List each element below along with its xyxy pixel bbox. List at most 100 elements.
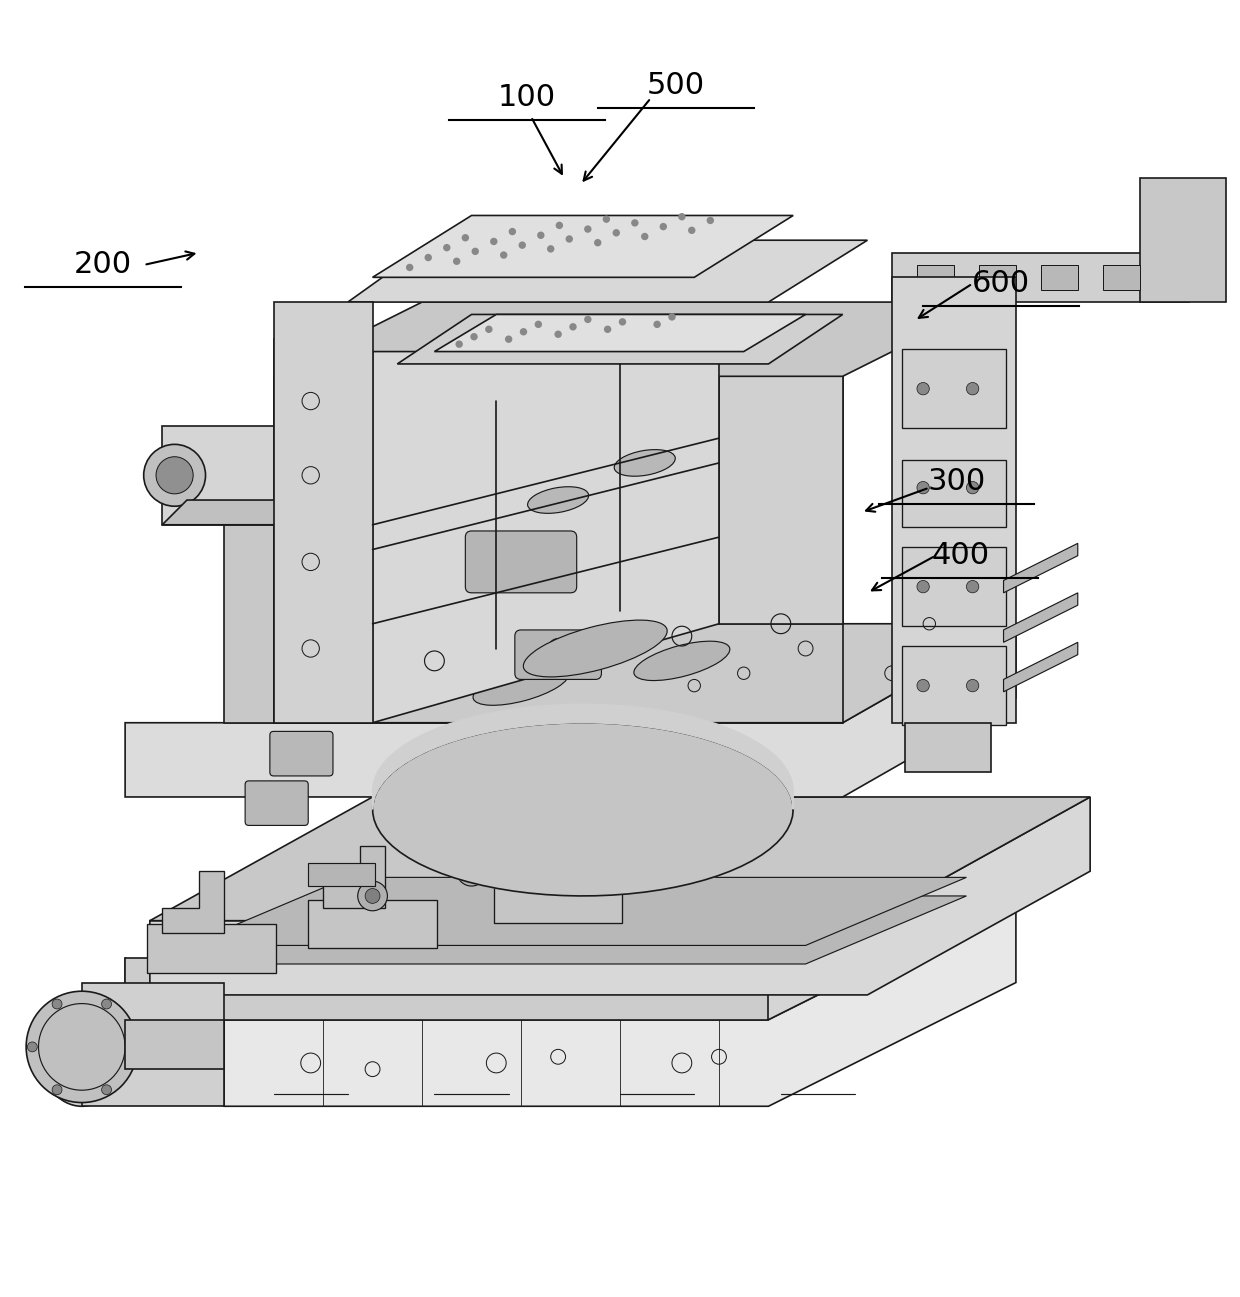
FancyBboxPatch shape — [246, 781, 309, 825]
Circle shape — [505, 336, 512, 342]
Polygon shape — [893, 278, 1016, 722]
Circle shape — [556, 222, 563, 230]
Polygon shape — [893, 253, 1189, 302]
FancyBboxPatch shape — [494, 875, 622, 923]
Polygon shape — [187, 896, 966, 964]
Circle shape — [490, 237, 497, 245]
Circle shape — [365, 888, 379, 904]
Polygon shape — [904, 722, 991, 772]
Circle shape — [554, 331, 562, 339]
Polygon shape — [82, 983, 224, 1106]
Circle shape — [547, 245, 554, 253]
Circle shape — [707, 217, 714, 224]
Circle shape — [584, 315, 591, 323]
Circle shape — [966, 680, 978, 691]
FancyBboxPatch shape — [309, 863, 374, 886]
Ellipse shape — [634, 641, 730, 681]
Circle shape — [584, 226, 591, 232]
Circle shape — [461, 233, 469, 241]
FancyBboxPatch shape — [901, 646, 1006, 725]
Polygon shape — [372, 501, 620, 624]
Polygon shape — [274, 302, 991, 376]
Circle shape — [668, 313, 676, 320]
Polygon shape — [324, 847, 384, 908]
Circle shape — [464, 864, 479, 878]
Polygon shape — [150, 796, 1090, 995]
Polygon shape — [125, 957, 769, 1019]
Circle shape — [537, 232, 544, 239]
Ellipse shape — [523, 620, 667, 677]
Circle shape — [916, 481, 929, 494]
Polygon shape — [978, 265, 1016, 289]
Ellipse shape — [472, 665, 569, 706]
FancyBboxPatch shape — [148, 925, 277, 973]
Circle shape — [613, 230, 620, 236]
Circle shape — [916, 680, 929, 691]
Circle shape — [471, 248, 479, 256]
Circle shape — [604, 326, 611, 333]
Circle shape — [424, 254, 432, 261]
Circle shape — [508, 228, 516, 235]
Polygon shape — [719, 351, 843, 624]
Circle shape — [456, 856, 486, 886]
Polygon shape — [274, 302, 372, 722]
Circle shape — [102, 1084, 112, 1095]
FancyBboxPatch shape — [593, 789, 660, 812]
FancyBboxPatch shape — [901, 547, 1006, 626]
Circle shape — [470, 333, 477, 340]
Text: 300: 300 — [928, 467, 986, 495]
Ellipse shape — [38, 995, 125, 1106]
Polygon shape — [372, 215, 794, 278]
Polygon shape — [471, 796, 744, 834]
FancyBboxPatch shape — [901, 349, 1006, 428]
Polygon shape — [162, 872, 224, 933]
Polygon shape — [162, 501, 299, 525]
Circle shape — [52, 1084, 62, 1095]
Circle shape — [688, 227, 696, 233]
Polygon shape — [373, 722, 794, 896]
FancyBboxPatch shape — [515, 630, 601, 680]
Polygon shape — [1003, 642, 1078, 691]
Polygon shape — [224, 525, 274, 722]
Circle shape — [518, 241, 526, 249]
Polygon shape — [372, 351, 719, 722]
Circle shape — [520, 328, 527, 336]
Polygon shape — [125, 624, 1016, 796]
Circle shape — [27, 1041, 37, 1052]
Circle shape — [603, 215, 610, 223]
Polygon shape — [1040, 265, 1078, 289]
Circle shape — [631, 219, 639, 227]
Circle shape — [641, 232, 649, 240]
Polygon shape — [1102, 265, 1140, 289]
Polygon shape — [347, 240, 868, 302]
Polygon shape — [274, 624, 1016, 722]
FancyBboxPatch shape — [901, 460, 1006, 528]
Circle shape — [916, 383, 929, 394]
Polygon shape — [125, 896, 1016, 1106]
Ellipse shape — [614, 450, 676, 476]
Circle shape — [660, 223, 667, 231]
Circle shape — [678, 213, 686, 220]
Circle shape — [916, 581, 929, 593]
Polygon shape — [916, 265, 954, 289]
Circle shape — [966, 383, 978, 394]
Circle shape — [594, 239, 601, 246]
Circle shape — [455, 340, 463, 348]
Polygon shape — [224, 896, 1016, 1019]
FancyBboxPatch shape — [270, 732, 334, 776]
Circle shape — [653, 320, 661, 328]
Circle shape — [453, 258, 460, 265]
FancyBboxPatch shape — [309, 900, 436, 948]
Circle shape — [443, 244, 450, 252]
Circle shape — [534, 320, 542, 328]
Polygon shape — [150, 796, 1090, 921]
Circle shape — [102, 999, 112, 1009]
Circle shape — [126, 1041, 136, 1052]
Polygon shape — [274, 340, 372, 722]
Polygon shape — [434, 314, 806, 351]
Polygon shape — [1003, 543, 1078, 593]
Polygon shape — [187, 877, 966, 946]
Polygon shape — [125, 1019, 224, 1069]
Circle shape — [500, 252, 507, 259]
Circle shape — [966, 581, 978, 593]
